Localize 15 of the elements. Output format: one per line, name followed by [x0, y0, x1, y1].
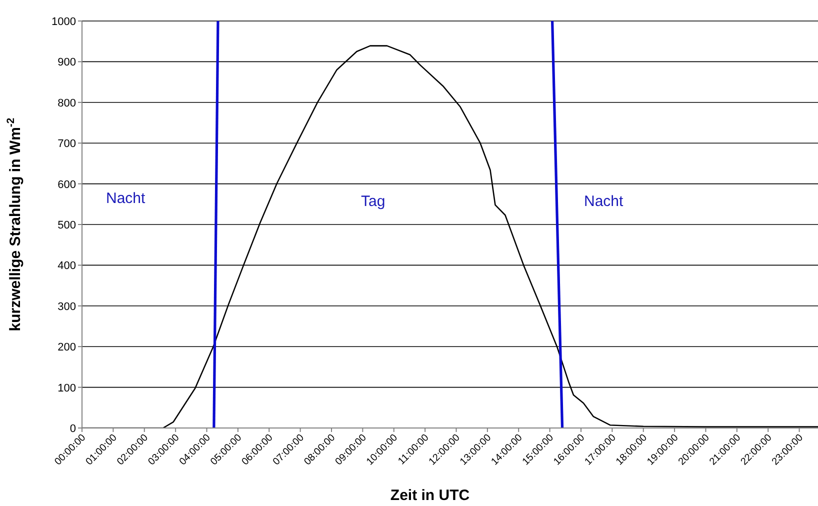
y-tick-label: 300: [58, 300, 76, 313]
y-tick-label: 0: [70, 423, 76, 435]
y-tick-label: 600: [58, 178, 76, 191]
y-tick-label: 700: [58, 138, 76, 150]
y-tick-label: 500: [58, 220, 76, 232]
annotation: Nacht: [106, 190, 146, 207]
y-tick-label: 100: [58, 382, 76, 394]
y-tick-label: 1000: [52, 16, 76, 28]
x-axis-title: Zeit in UTC: [390, 487, 470, 504]
y-tick-label: 900: [58, 56, 76, 69]
y-tick-label: 800: [58, 97, 76, 110]
y-tick-label: 400: [58, 260, 76, 272]
annotation: Nacht: [584, 193, 624, 210]
annotation: Tag: [361, 193, 386, 210]
y-tick-label: 200: [58, 342, 76, 354]
